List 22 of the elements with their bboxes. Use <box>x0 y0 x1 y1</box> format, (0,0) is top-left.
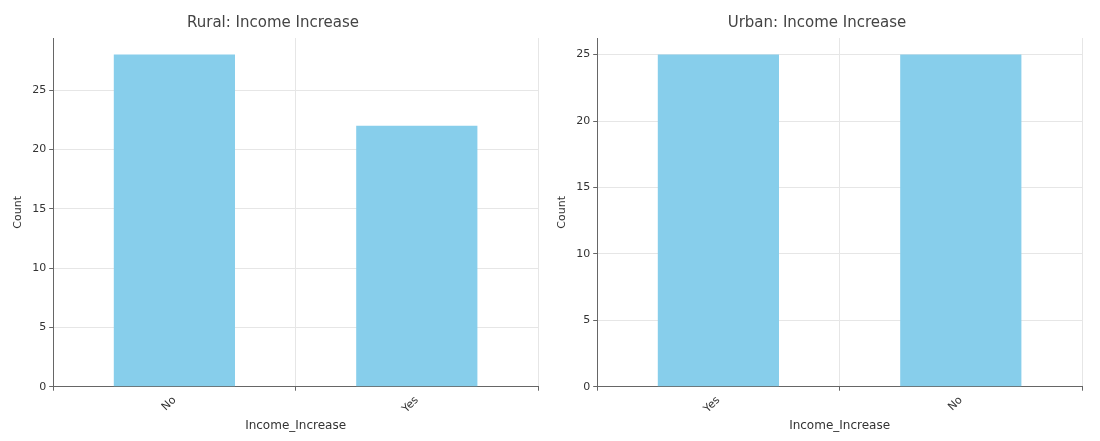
y-tick-label: 10 <box>576 246 591 260</box>
chart-title: Rural: Income Increase <box>186 12 360 31</box>
y-tick-label: 20 <box>32 142 47 156</box>
x-axis-title: Income_Increase <box>789 417 891 432</box>
x-tick-label: Yes <box>700 393 723 416</box>
x-axis-title: Income_Increase <box>245 417 347 432</box>
y-tick-label: 0 <box>583 379 591 393</box>
y-tick-label: 15 <box>32 201 47 215</box>
y-tick-label: 25 <box>576 47 591 61</box>
y-tick-label: 10 <box>32 260 47 274</box>
y-tick-label: 5 <box>39 320 47 334</box>
x-tick-label: No <box>158 393 179 414</box>
y-tick-label: 20 <box>576 113 591 127</box>
y-axis-title: Count <box>555 195 569 229</box>
y-tick-label: 0 <box>39 379 47 393</box>
chart-title: Urban: Income Increase <box>727 12 907 31</box>
x-tick-label: Yes <box>398 393 422 416</box>
y-axis-title: Count <box>11 195 25 229</box>
x-tick-label: No <box>945 393 966 414</box>
y-tick-label: 5 <box>583 313 591 327</box>
y-tick-label: 15 <box>576 180 591 194</box>
y-tick-label: 25 <box>32 83 47 97</box>
